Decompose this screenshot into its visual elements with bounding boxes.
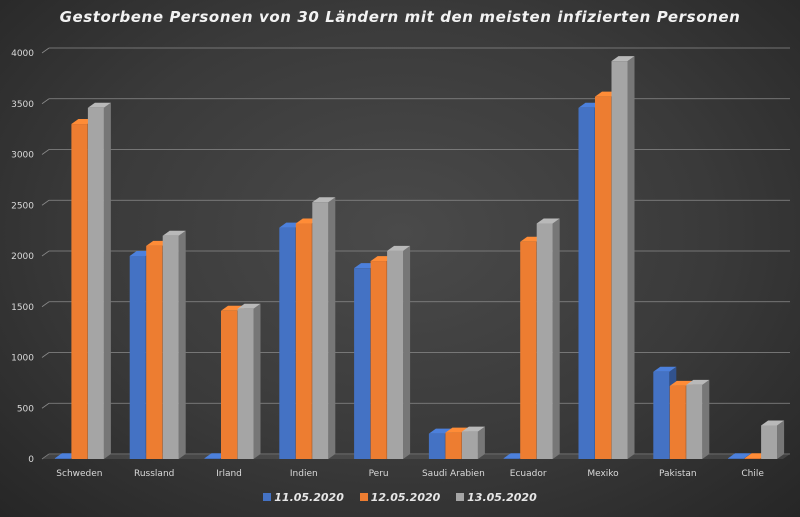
legend-item: 11.05.2020 xyxy=(263,491,344,504)
legend-label: 11.05.2020 xyxy=(274,491,344,504)
y-tick-label: 3500 xyxy=(11,100,34,110)
gridline-depth xyxy=(41,250,50,257)
bar xyxy=(611,56,635,460)
legend-swatch xyxy=(263,493,272,501)
gridline-depth xyxy=(41,352,50,358)
bar xyxy=(387,245,411,459)
x-tick-label: Irland xyxy=(216,469,242,479)
bar xyxy=(686,379,710,459)
x-tick-label: Indien xyxy=(290,469,318,479)
x-tick-label: Mexiko xyxy=(587,469,619,479)
y-tick-label: 1500 xyxy=(11,303,34,313)
gridline-depth xyxy=(41,301,50,308)
bar xyxy=(536,218,560,459)
chart-title: Gestorbene Personen von 30 Ländern mit d… xyxy=(59,8,741,26)
x-tick-label: Saudi Arabien xyxy=(422,469,485,479)
gridline-depth xyxy=(41,199,50,206)
x-axis-ticks: Schweden Russland Irland Indien Peru Saudi Ar… xyxy=(56,469,764,479)
legend-item: 13.05.2020 xyxy=(456,491,537,504)
bars xyxy=(54,56,785,460)
gridline-depth xyxy=(41,98,50,105)
y-tick-label: 500 xyxy=(17,404,34,414)
y-tick-label: 4000 xyxy=(11,49,34,59)
bar xyxy=(162,230,186,459)
bar xyxy=(312,197,336,459)
legend-label: 12.05.2020 xyxy=(370,491,441,504)
x-tick-label: Peru xyxy=(369,469,389,479)
bar xyxy=(761,420,785,459)
y-tick-label: 3000 xyxy=(11,151,34,161)
y-axis-ticks: 0 500 1000 1500 2000 2500 3000 3500 4000 xyxy=(11,49,34,465)
bar xyxy=(87,102,111,459)
bar xyxy=(461,426,485,459)
x-tick-label: Pakistan xyxy=(659,469,697,479)
y-tick-label: 2500 xyxy=(11,201,34,211)
y-tick-label: 0 xyxy=(28,455,34,465)
legend-swatch xyxy=(359,493,368,501)
gridline-depth xyxy=(41,402,50,409)
legend-item: 12.05.2020 xyxy=(359,491,441,504)
x-tick-label: Schweden xyxy=(56,469,102,479)
y-tick-label: 1000 xyxy=(11,354,34,364)
gridline-depth xyxy=(41,149,50,155)
x-tick-label: Russland xyxy=(134,469,174,479)
y-tick-label: 2000 xyxy=(11,252,34,262)
bar xyxy=(237,303,261,459)
x-tick-label: Ecuador xyxy=(510,469,547,479)
legend: 11.05.2020 12.05.2020 13.05.2020 xyxy=(0,491,800,504)
legend-swatch xyxy=(456,493,465,501)
legend-label: 13.05.2020 xyxy=(467,491,537,504)
gridline-depth xyxy=(41,47,50,54)
x-tick-label: Chile xyxy=(741,469,764,479)
